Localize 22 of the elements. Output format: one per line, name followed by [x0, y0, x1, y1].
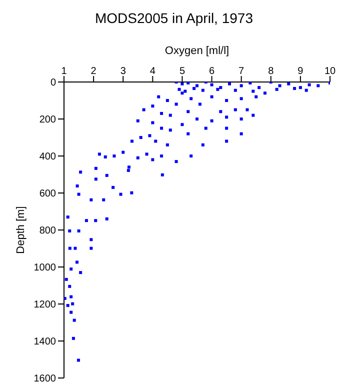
y-tick-label: 800 [39, 226, 56, 237]
x-tick-label: 2 [90, 66, 97, 77]
x-tick-label: 8 [268, 66, 274, 77]
x-tick-label: 10 [324, 66, 336, 77]
y-tick-label: 200 [39, 114, 56, 126]
x-tick-label: 7 [238, 66, 245, 77]
x-tick-label: 1 [61, 66, 68, 77]
y-tick-label: 600 [39, 188, 56, 200]
y-tick-label: 400 [39, 152, 56, 163]
x-tick-label: 6 [208, 66, 215, 77]
x-tick-label: 3 [120, 66, 126, 77]
y-tick-label: 1400 [34, 336, 56, 348]
x-tick-label: 9 [298, 66, 304, 77]
y-tick-label: 1200 [34, 300, 56, 311]
x-tick-label: 4 [150, 66, 156, 77]
y-tick-label: 1000 [34, 262, 56, 274]
chart-title: MODS2005 in April, 1973 [94, 9, 254, 28]
y-tick-label: 1600 [34, 374, 56, 384]
y-tick-label: 0 [50, 78, 56, 89]
x-axis-title: Oxygen [ml/l] [164, 44, 230, 57]
x-tick-label: 5 [179, 66, 186, 77]
y-axis-title: Depth [m] [14, 206, 27, 254]
